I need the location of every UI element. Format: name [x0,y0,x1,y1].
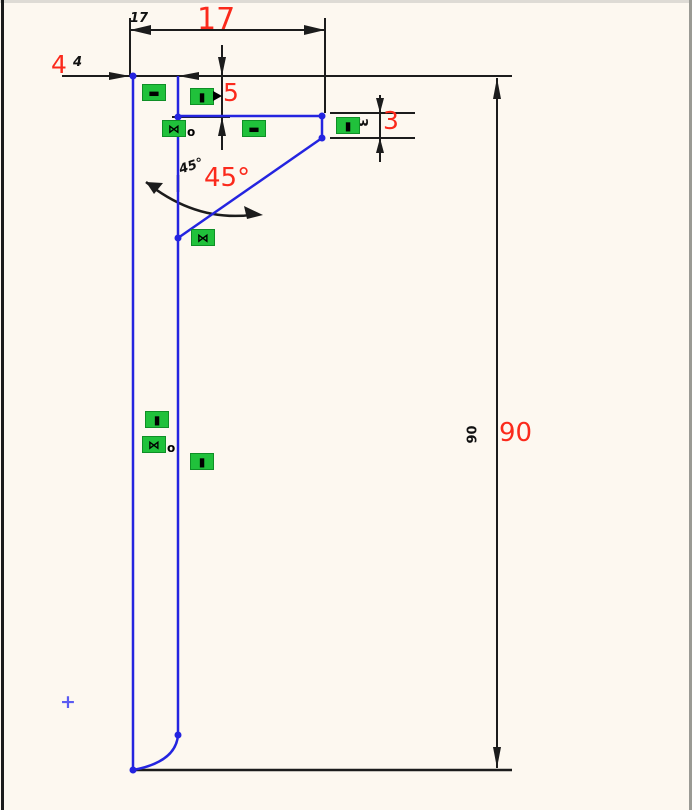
sketch-vertex-point[interactable] [174,113,182,121]
viewport-right-border [689,0,692,810]
sketch-vertex-point[interactable] [129,72,137,80]
coincident-glyph-icon: ⋈ [197,230,209,245]
vertical-glyph-icon: ▮ [198,454,206,469]
cad-dim-text-4[interactable]: 4 [73,55,83,70]
vertical-relation-icon[interactable]: ▮ [190,88,214,105]
horizontal-relation-icon[interactable]: ▬ [242,120,266,137]
sketch-vertex-point[interactable] [174,731,182,739]
viewport-top-border [0,0,692,3]
coincident-glyph-icon: ⋈ [168,121,180,136]
annotation-90: 90 [499,418,533,448]
annotation-5: 5 [223,78,239,107]
vertical-glyph-icon: ▮ [153,412,161,427]
horizontal-relation-icon[interactable]: ▬ [142,84,166,101]
sketch-vertex-point[interactable] [174,234,182,242]
coincident-glyph-icon: ⋈ [148,437,160,452]
horizontal-glyph-icon: ▬ [248,121,260,136]
annotation-3: 3 [383,106,399,135]
sketch-profile[interactable] [129,72,326,774]
cursor-pointer-icon [213,91,222,101]
annotation-17: 17 [197,2,236,37]
sketch-vertex-point[interactable] [318,134,326,142]
origin-marker-icon[interactable]: + [60,691,76,713]
coincident-suffix-label: o [187,125,196,139]
dimension-left-offset-4[interactable] [62,72,512,80]
horizontal-glyph-icon: ▬ [148,85,160,100]
sketch-chamfer-line[interactable] [177,136,323,240]
vertical-relation-icon[interactable]: ▮ [190,453,214,470]
dimension-lip-height-3[interactable] [330,95,415,162]
dimension-top-width-17[interactable] [129,18,326,113]
coincident-suffix-label: o [167,441,176,455]
annotation-45: 45° [204,163,251,193]
coincident-relation-icon[interactable]: ⋈ [191,229,215,246]
sketch-vertex-point[interactable] [318,112,326,120]
annotation-4: 4 [51,50,67,79]
viewport-left-border [1,0,4,810]
coincident-relation-icon[interactable]: ⋈ [142,436,166,453]
cad-dim-text-90[interactable]: 90 [465,425,481,444]
cad-dim-text-17[interactable]: 17 [130,11,149,26]
dimension-total-height-90[interactable] [132,78,512,772]
sketch-vertex-point[interactable] [129,766,137,774]
sketch-bottom-arc[interactable] [132,734,180,772]
vertical-glyph-icon: ▮ [198,89,206,104]
coincident-relation-icon[interactable]: ⋈ [162,120,186,137]
vertical-relation-icon[interactable]: ▮ [336,117,360,134]
vertical-relation-icon[interactable]: ▮ [145,411,169,428]
vertical-glyph-icon: ▮ [344,118,352,133]
